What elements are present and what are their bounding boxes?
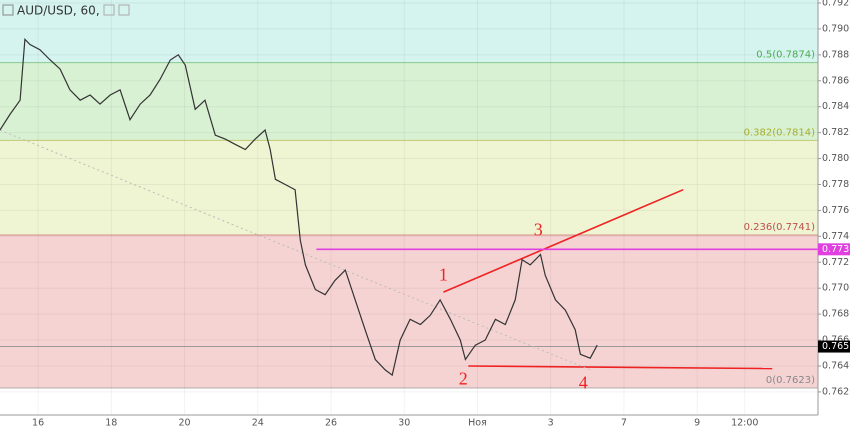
fib-label: 0.236(0.7741) <box>744 222 816 233</box>
fib-label: 0.5(0.7874) <box>756 50 815 61</box>
annotation: 1 <box>439 265 448 285</box>
trendline <box>468 365 773 370</box>
x-tick-label: 30 <box>398 418 410 429</box>
settings-icon[interactable] <box>103 4 115 16</box>
fib-label: 0(0.7623) <box>766 375 815 386</box>
plot-area: 0(0.7623) 0.236(0.7741) 0.382(0.7814) 0.5(0… <box>0 0 818 415</box>
trendline <box>0 129 591 371</box>
price-marker <box>818 243 850 256</box>
x-tick-label: 24 <box>252 418 264 429</box>
annotation: 4 <box>579 372 588 392</box>
x-tick-label: 3 <box>548 418 554 429</box>
x-tick-label: 20 <box>178 418 190 429</box>
price-axis <box>818 0 850 430</box>
fib-band <box>0 235 818 389</box>
x-tick-label: 7 <box>621 418 627 429</box>
settings-icon[interactable] <box>118 4 130 16</box>
annotation: 2 <box>459 368 468 388</box>
trendline <box>443 188 684 293</box>
menu-icon[interactable] <box>2 4 14 16</box>
fib-band <box>0 140 818 236</box>
chart-title: AUD/USD, 60, <box>17 4 100 18</box>
price-series <box>0 37 598 377</box>
x-tick-label: 26 <box>325 418 337 429</box>
annotation: 3 <box>534 219 543 239</box>
x-tick-label: 12:00 <box>731 418 758 429</box>
y-tick-label: 0.7920 <box>822 0 850 8</box>
fib-band <box>0 0 818 63</box>
fib-band <box>0 62 818 141</box>
price-marker <box>818 340 850 353</box>
x-tick-label: 18 <box>105 418 117 429</box>
x-tick-label: Ноя <box>468 418 487 429</box>
time-axis <box>0 415 818 430</box>
x-tick-label: 16 <box>32 418 44 429</box>
price-marker-label: 0.7655 <box>822 341 850 352</box>
fib-label: 0.382(0.7814) <box>744 127 816 138</box>
x-tick-label: 9 <box>694 418 700 429</box>
